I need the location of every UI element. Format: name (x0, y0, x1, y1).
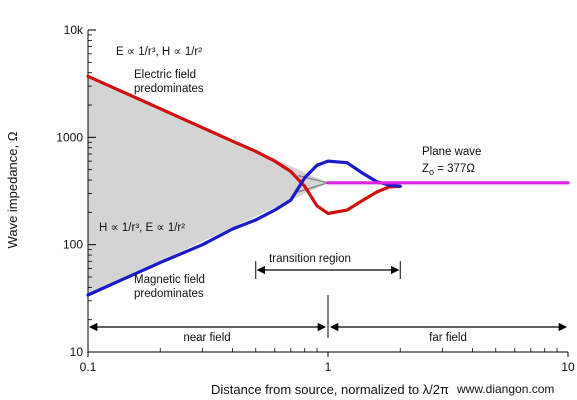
brackets (88, 261, 568, 338)
shaded-region-layer (88, 76, 328, 295)
y-tick-label: 10 (70, 345, 84, 359)
y-axis-label: Wave impedance, Ω (5, 131, 20, 248)
h-field-label-line2: predominates (134, 288, 204, 300)
x-tick-label: 0.1 (80, 360, 97, 374)
gray-extension-lower (297, 182, 329, 193)
z0-main: Z (422, 163, 429, 175)
z0-label: Zo = 377Ω (422, 163, 475, 177)
gray-extension-upper (297, 174, 329, 184)
watermark: www.diangon.com (456, 382, 554, 396)
formula-h-label: H ∝ 1/r³, E ∝ 1/r² (99, 222, 185, 234)
e-field-label-line1: Electric field (134, 69, 196, 81)
plane-wave-label: Plane wave (422, 146, 481, 158)
magnetic-field-curve (86, 159, 402, 297)
x-tick-label: 10 (561, 360, 575, 374)
transition-region-label: transition region (269, 253, 351, 265)
y-tick-label: 10k (64, 23, 84, 37)
near-field-label: near field (183, 332, 230, 344)
y-tick-label: 100 (63, 238, 83, 252)
e-field-label-line2: predominates (134, 83, 204, 95)
electric-field-curve (86, 74, 402, 216)
shaded-region (88, 76, 328, 295)
series-layer (86, 74, 570, 297)
far-field-label: far field (429, 332, 467, 344)
y-tick-label: 1000 (56, 130, 83, 144)
axes: 10 100 1000 10k 0.1 1 10 (56, 23, 575, 374)
z0-value: = 377Ω (434, 163, 475, 175)
h-field-label-line1: Magnetic field (134, 274, 205, 286)
z0-subscript: o (429, 167, 434, 177)
formula-e-label: E ∝ 1/r³, H ∝ 1/r² (116, 46, 202, 58)
x-tick-label: 1 (325, 360, 332, 374)
x-axis-label: Distance from source, normalized to λ/2π (211, 382, 449, 397)
